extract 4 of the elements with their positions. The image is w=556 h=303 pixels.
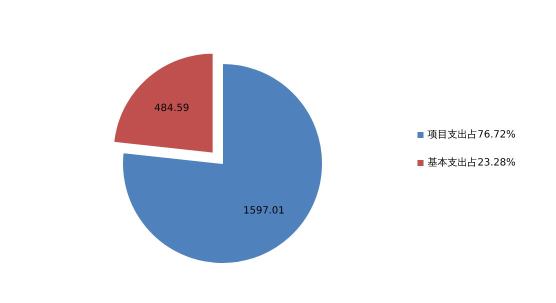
data-label: 484.59	[154, 102, 190, 114]
legend-label: 项目支出占76.72%	[428, 128, 516, 140]
legend-label: 基本支出占23.28%	[428, 156, 516, 168]
data-label: 1597.01	[243, 206, 285, 217]
